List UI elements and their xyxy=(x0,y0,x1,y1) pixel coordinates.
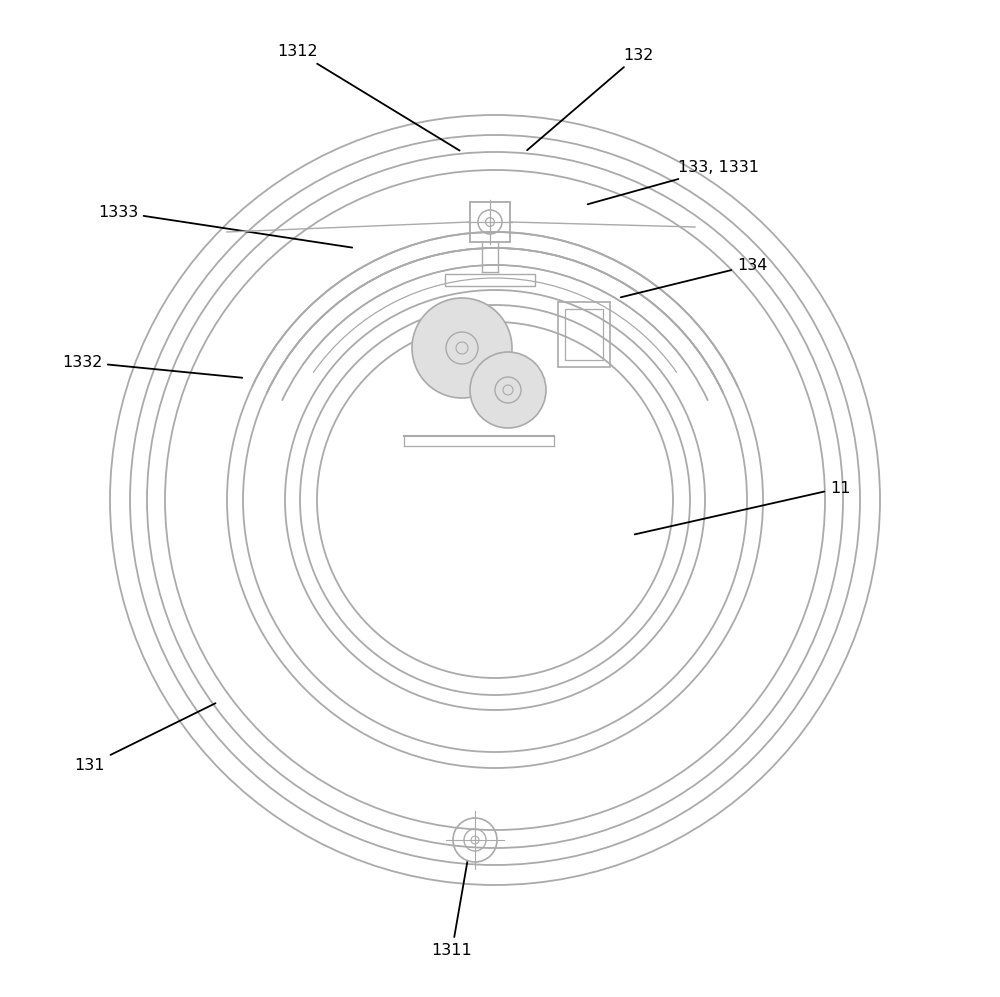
Text: 134: 134 xyxy=(621,257,767,297)
Text: 1332: 1332 xyxy=(62,355,242,378)
Text: 1312: 1312 xyxy=(278,45,460,151)
Bar xyxy=(565,309,603,360)
Text: 11: 11 xyxy=(635,481,850,534)
Circle shape xyxy=(412,298,512,398)
Text: 132: 132 xyxy=(527,48,653,151)
Circle shape xyxy=(470,352,546,428)
Text: 131: 131 xyxy=(75,703,216,773)
Text: 133, 1331: 133, 1331 xyxy=(588,161,759,204)
Text: 1333: 1333 xyxy=(98,204,352,247)
Bar xyxy=(445,274,535,286)
Bar xyxy=(558,302,610,367)
Bar xyxy=(470,202,510,242)
Text: 1311: 1311 xyxy=(432,860,472,957)
